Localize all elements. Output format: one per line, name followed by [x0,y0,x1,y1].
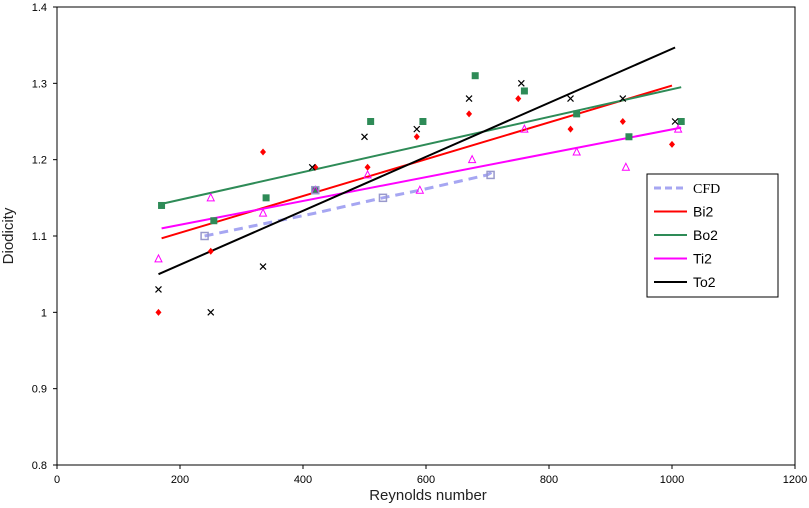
legend-label-bi2: Bi2 [693,204,713,220]
bi2-data-point [155,308,162,316]
x-tick-label: 600 [417,474,435,486]
cfd-data-point [200,231,209,241]
ti2-data-point [673,124,683,133]
legend: CFD Bi2 Bo2 Ti2 To2 [646,173,779,298]
x-tick-label: 1000 [660,474,684,486]
y-tick-label: 1.4 [32,2,47,14]
ti2-data-point [363,169,372,179]
legend-label-to2: To2 [693,274,716,290]
x-tick-label: 0 [54,474,60,486]
bi2-data-point [207,247,214,255]
bo2-data-point [677,118,685,125]
to2-data-point [155,286,162,293]
cfd-data-point [486,170,495,180]
to2-data-point [567,95,574,103]
to2-data-point [207,308,215,316]
data-points [154,72,685,316]
series-line-bi2 [161,84,673,240]
to2-data-point [259,263,267,270]
bo2-data-point [520,87,528,95]
series-line-to2 [158,46,676,276]
bo2-data-point [573,110,581,118]
bi2-data-point [515,95,522,103]
to2-data-point [465,95,473,103]
ti2-data-point [467,154,477,164]
to2-data-point [361,133,368,141]
ti2-data-point [258,207,268,217]
ti2-data-point [206,192,216,202]
x-tick-label: 1200 [783,474,807,486]
y-tick-label: 1.1 [32,231,47,243]
legend-label-bo2: Bo2 [693,227,718,243]
ti2-data-point [572,146,581,156]
y-tick-label: 1 [41,307,47,319]
x-tick-label: 200 [171,474,189,486]
bo2-data-point [158,201,166,209]
x-tick-label: 400 [294,474,312,486]
cfd-data-point [311,185,320,195]
bo2-data-point [311,186,319,194]
y-tick-label: 0.8 [32,460,47,472]
to2-data-point [517,79,525,87]
bi2-data-point [413,133,420,141]
bo2-data-point [419,118,427,125]
ti2-data-point [415,185,425,194]
y-tick-label: 1.3 [32,78,47,90]
bi2-data-point [466,110,473,118]
series-line-cfd [204,169,495,238]
bo2-data-point [262,194,270,202]
to2-data-point [619,95,627,103]
y-tick-label: 1.2 [32,155,47,167]
ti2-data-point [621,162,631,171]
to2-data-point [671,118,679,125]
fit-lines [158,46,682,276]
y-axis-title: Diodicity [0,207,17,264]
bi2-data-point [669,140,675,148]
legend-label-ti2: Ti2 [693,251,712,267]
x-tick-label: 800 [540,474,558,486]
bo2-data-point [210,217,218,225]
bo2-data-point [367,118,375,125]
bi2-data-point [260,148,267,156]
ti2-data-point [520,124,529,133]
legend-label-cfd: CFD [693,182,720,197]
x-axis-title: Reynolds number [369,487,487,504]
ti2-data-point [154,253,163,263]
to2-data-point [413,125,421,133]
series-line-ti2 [161,126,682,230]
bi2-data-point [619,118,626,125]
y-tick-label: 0.9 [32,384,47,396]
bi2-data-point [567,125,574,133]
cfd-data-point [378,193,388,203]
bi2-data-point [364,163,371,171]
axes: 0 200 400 600 800 1000 1200 0.8 0.9 1 1.1 1.2 1.3 1.4 [32,2,808,486]
series-line-bo2 [161,86,682,205]
bo2-data-point [471,72,479,80]
to2-data-point [308,163,316,171]
bo2-data-point [625,133,633,141]
